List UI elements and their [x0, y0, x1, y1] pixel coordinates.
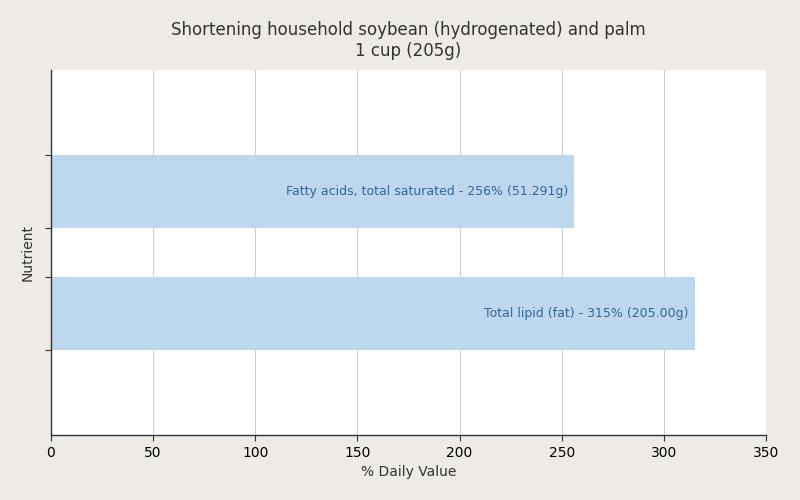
Text: Total lipid (fat) - 315% (205.00g): Total lipid (fat) - 315% (205.00g): [484, 307, 688, 320]
Bar: [51, 155, 574, 228]
Text: Fatty acids, total saturated - 256% (51.291g): Fatty acids, total saturated - 256% (51.…: [286, 185, 568, 198]
Title: Shortening household soybean (hydrogenated) and palm
1 cup (205g): Shortening household soybean (hydrogenat…: [171, 21, 646, 59]
Bar: [51, 276, 694, 350]
Y-axis label: Nutrient: Nutrient: [21, 224, 35, 281]
X-axis label: % Daily Value: % Daily Value: [361, 465, 456, 479]
